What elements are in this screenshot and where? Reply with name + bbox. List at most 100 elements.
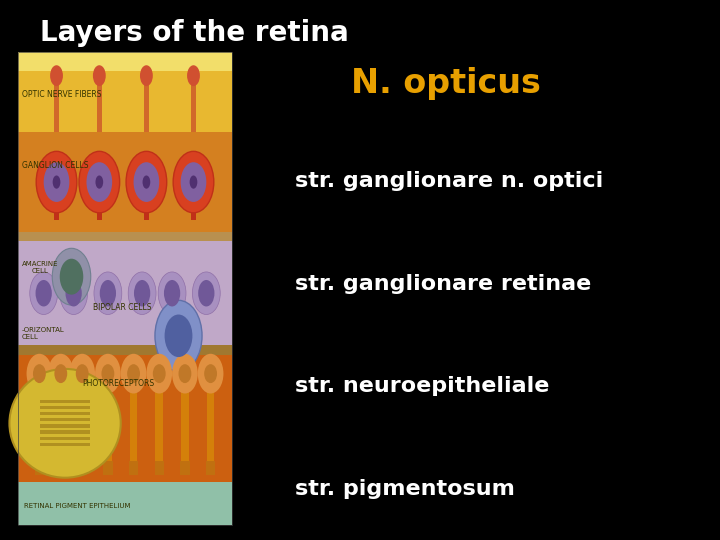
Ellipse shape xyxy=(187,65,200,86)
Bar xyxy=(18,241,232,345)
Ellipse shape xyxy=(60,272,88,314)
Text: str. pigmentosum: str. pigmentosum xyxy=(295,478,515,499)
Ellipse shape xyxy=(121,354,146,394)
Ellipse shape xyxy=(9,369,121,478)
Ellipse shape xyxy=(158,272,186,314)
Ellipse shape xyxy=(179,364,192,383)
Ellipse shape xyxy=(153,364,166,383)
Bar xyxy=(57,390,65,461)
Bar xyxy=(181,390,189,461)
Bar xyxy=(18,355,232,482)
Text: str. neuroepitheliale: str. neuroepitheliale xyxy=(295,376,549,396)
Bar xyxy=(96,201,102,220)
Ellipse shape xyxy=(127,364,140,383)
Bar xyxy=(18,52,232,71)
Ellipse shape xyxy=(36,151,77,213)
Ellipse shape xyxy=(198,280,215,307)
Bar xyxy=(191,71,196,132)
Ellipse shape xyxy=(140,65,153,86)
Ellipse shape xyxy=(44,162,69,202)
Ellipse shape xyxy=(30,272,58,314)
Ellipse shape xyxy=(192,272,220,314)
Bar xyxy=(144,71,149,132)
Ellipse shape xyxy=(146,354,172,394)
Bar xyxy=(104,390,112,461)
Ellipse shape xyxy=(143,176,150,188)
Ellipse shape xyxy=(165,314,192,357)
Ellipse shape xyxy=(181,162,207,202)
Ellipse shape xyxy=(198,354,223,394)
Ellipse shape xyxy=(66,280,82,307)
Bar xyxy=(78,461,87,475)
Ellipse shape xyxy=(173,151,214,213)
Bar xyxy=(40,424,90,428)
Bar xyxy=(54,201,59,220)
Bar xyxy=(40,400,90,403)
Bar xyxy=(18,132,232,232)
Bar xyxy=(40,406,90,409)
Ellipse shape xyxy=(69,354,95,394)
Ellipse shape xyxy=(134,162,159,202)
Ellipse shape xyxy=(86,162,112,202)
Ellipse shape xyxy=(79,151,120,213)
Ellipse shape xyxy=(164,280,180,307)
Ellipse shape xyxy=(35,280,52,307)
Bar xyxy=(191,201,196,220)
Bar xyxy=(40,443,90,446)
Bar xyxy=(180,461,189,475)
Text: str. ganglionare n. optici: str. ganglionare n. optici xyxy=(295,171,603,191)
Ellipse shape xyxy=(53,248,91,305)
Bar xyxy=(103,461,112,475)
Ellipse shape xyxy=(126,151,167,213)
Bar xyxy=(18,71,232,132)
Bar xyxy=(35,461,44,475)
Ellipse shape xyxy=(93,65,106,86)
Text: PHOTORECEPTORS: PHOTORECEPTORS xyxy=(82,379,154,388)
Bar xyxy=(155,461,164,475)
Bar xyxy=(40,412,90,415)
Bar xyxy=(207,390,215,461)
Bar xyxy=(144,201,149,220)
Bar xyxy=(96,71,102,132)
Ellipse shape xyxy=(60,259,84,295)
Bar xyxy=(129,461,138,475)
Text: str. ganglionare retinae: str. ganglionare retinae xyxy=(295,273,591,294)
Ellipse shape xyxy=(172,354,198,394)
Ellipse shape xyxy=(155,300,202,372)
Bar xyxy=(40,436,90,440)
Bar xyxy=(18,52,232,525)
Ellipse shape xyxy=(128,272,156,314)
Text: AMACRINE
CELL: AMACRINE CELL xyxy=(22,261,58,274)
Text: N. opticus: N. opticus xyxy=(351,67,541,100)
Bar xyxy=(18,232,232,241)
Bar xyxy=(18,345,232,355)
Bar xyxy=(156,390,163,461)
Text: GANGLION CELLS: GANGLION CELLS xyxy=(22,161,89,170)
Bar xyxy=(130,390,138,461)
Bar xyxy=(40,430,90,434)
Text: -ORIZONTAL
CELL: -ORIZONTAL CELL xyxy=(22,327,65,340)
Ellipse shape xyxy=(53,176,60,188)
Ellipse shape xyxy=(100,280,116,307)
Ellipse shape xyxy=(102,364,114,383)
Ellipse shape xyxy=(134,280,150,307)
Text: Layers of the retina: Layers of the retina xyxy=(40,19,348,47)
Text: BIPOLAR CELLS: BIPOLAR CELLS xyxy=(93,303,151,312)
Text: OPTIC NERVE FIBERS: OPTIC NERVE FIBERS xyxy=(22,90,102,99)
Ellipse shape xyxy=(50,65,63,86)
Ellipse shape xyxy=(48,354,73,394)
Ellipse shape xyxy=(76,364,89,383)
Ellipse shape xyxy=(27,354,53,394)
Bar xyxy=(18,482,232,525)
Ellipse shape xyxy=(96,176,103,188)
Ellipse shape xyxy=(94,272,122,314)
Bar xyxy=(206,461,215,475)
Bar xyxy=(35,390,43,461)
Ellipse shape xyxy=(189,176,197,188)
Ellipse shape xyxy=(33,364,46,383)
Text: RETINAL PIGMENT EPITHELIUM: RETINAL PIGMENT EPITHELIUM xyxy=(24,503,130,509)
Bar xyxy=(78,390,86,461)
Bar xyxy=(54,71,59,132)
Bar xyxy=(40,418,90,421)
Ellipse shape xyxy=(95,354,121,394)
